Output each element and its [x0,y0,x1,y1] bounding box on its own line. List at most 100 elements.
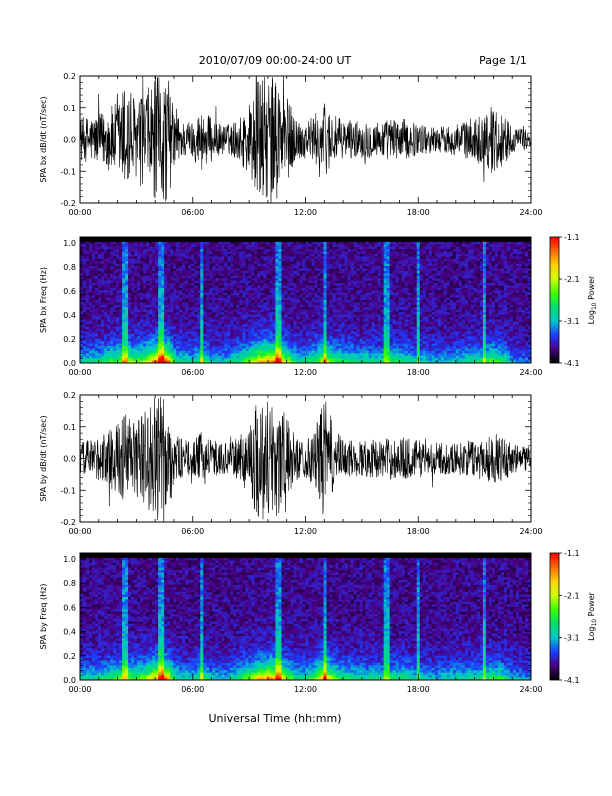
spectrogram-cell [324,256,327,259]
spectrogram-cell [269,344,272,347]
spectrogram-cell [299,307,302,310]
spectrogram-cell [104,310,107,313]
spectrogram-cell [146,242,149,245]
spectrogram-cell [107,341,110,344]
spectrogram-cell [86,300,89,303]
spectrogram-cell [137,256,140,259]
spectrogram-cell [236,305,239,308]
spectrogram-cell [158,271,161,274]
spectrogram-cell [236,271,239,274]
figure-title: 2010/07/09 00:00-24:00 UT [199,54,352,67]
spectrogram-cell [369,353,372,356]
spectrogram-cell [185,317,188,320]
spectrogram-cell [137,254,140,257]
spectrogram-cell [194,261,197,264]
spectrogram-cell [275,252,278,255]
spectrogram-cell [269,261,272,264]
spectrogram-cell [155,310,158,313]
spectrogram-cell [302,300,305,303]
spectrogram-cell [128,302,131,305]
spectrogram-cell [194,288,197,291]
spectrogram-cell [209,261,212,264]
spectrogram-cell [360,295,363,298]
spectrogram-cell [86,305,89,308]
spectrogram-cell [354,264,357,267]
spectrogram-cell [296,266,299,269]
spectrogram-cell [92,341,95,344]
spectrogram-cell [272,351,275,354]
spectrogram-cell [336,341,339,344]
spectrogram-cell [122,356,125,359]
spectrogram-cell [372,249,375,252]
spectrogram-cell [158,244,161,247]
spectrogram-cell [293,302,296,305]
spectrogram-cell [143,242,146,245]
spectrogram-cell [125,346,128,349]
spectrogram-cell [339,312,342,315]
spectrogram-cell [110,266,113,269]
spectrogram-cell [212,256,215,259]
spectrogram-cell [357,302,360,305]
spectrogram-cell [104,305,107,308]
spectrogram-cell [122,312,125,315]
spectrogram-cell [336,332,339,335]
spectrogram-cell [321,249,324,252]
spectrogram-cell [315,266,318,269]
spectrogram-cell [197,276,200,279]
spectrogram-cell [302,298,305,301]
spectrogram-cell [200,285,203,288]
spectrogram-cell [113,353,116,356]
spectrogram-cell [125,310,128,313]
spectrogram-cell [251,242,254,245]
spectrogram-cell [215,242,218,245]
spectrogram-cell [309,329,312,332]
spectrogram-cell [360,288,363,291]
spectrogram-cell [191,334,194,337]
spectrogram-cell [242,269,245,272]
spectrogram-cell [110,242,113,245]
spectrogram-cell [263,300,266,303]
spectrogram-cell [164,327,167,330]
spectrogram-cell [95,351,98,354]
spectrogram-cell [357,288,360,291]
spectrogram-cell [227,261,230,264]
spectrogram-cell [306,302,309,305]
spectrogram-cell [257,285,260,288]
spectrogram-cell [203,259,206,262]
spectrogram-cell [227,341,230,344]
spectrogram-cell [275,351,278,354]
spectrogram-cell [107,290,110,293]
spectrogram-cell [351,242,354,245]
spectrogram-cell [86,327,89,330]
spectrogram-cell [272,341,275,344]
spectrogram-cell [194,254,197,257]
spectrogram-cell [284,348,287,351]
spectrogram-cell [152,288,155,291]
spectrogram-cell [104,256,107,259]
spectrogram-cell [299,358,302,361]
spectrogram-cell [284,249,287,252]
spectrogram-cell [137,264,140,267]
spectrogram-cell [287,334,290,337]
spectrogram-cell [128,332,131,335]
spectrogram-cell [321,271,324,274]
spectrogram-cell [309,358,312,361]
spectrogram-cell [203,312,206,315]
spectrogram-cell [296,329,299,332]
spectrogram-cell [312,322,315,325]
spectrogram-cell [354,334,357,337]
spectrogram-cell [281,346,284,349]
spectrogram-cell [230,300,233,303]
spectrogram-cell [275,259,278,262]
spectrogram-cell [336,278,339,281]
spectrogram-cell [363,259,366,262]
spectrogram-cell [119,307,122,310]
spectrogram-cell [278,285,281,288]
spectrogram-cell [306,315,309,318]
spectrogram-cell [296,285,299,288]
spectrogram-cell [161,252,164,255]
spectrogram-cell [363,356,366,359]
spectrogram-cell [155,266,158,269]
spectrogram-cell [224,293,227,296]
spectrogram-cell [345,327,348,330]
